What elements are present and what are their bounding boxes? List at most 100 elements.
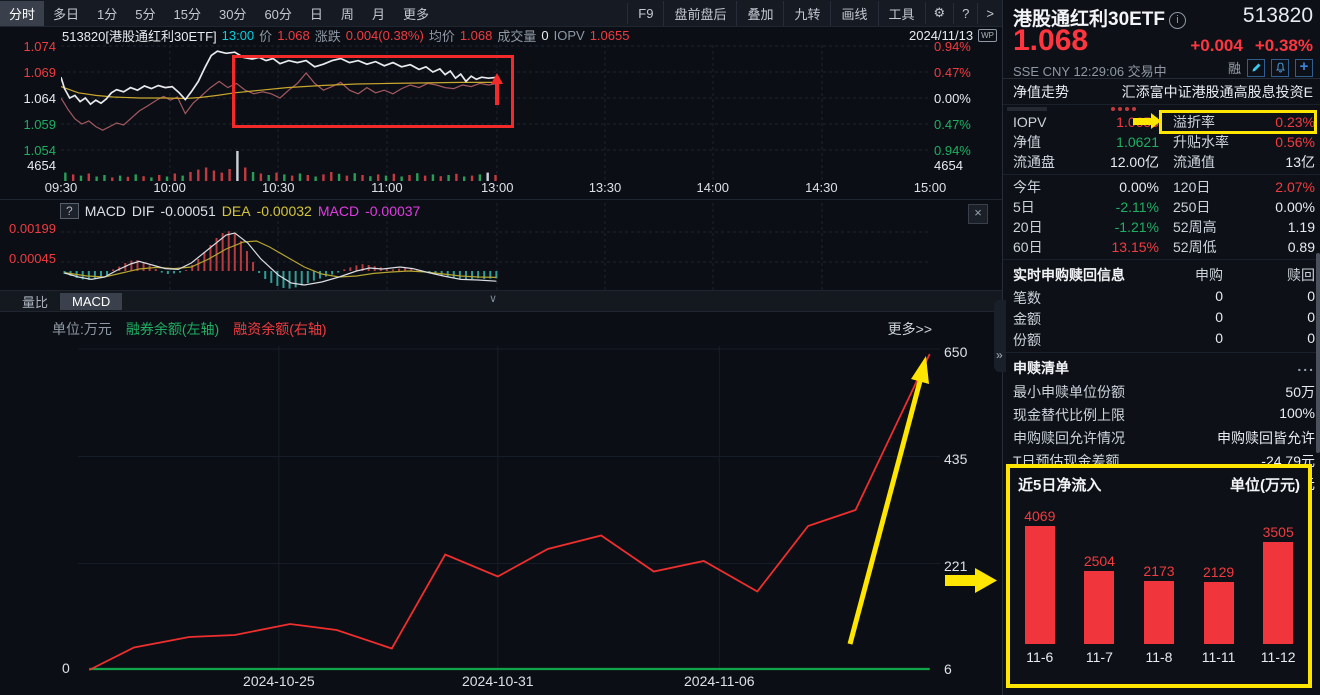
net-inflow-header: 近5日净流入 单位(万元) <box>1010 468 1308 495</box>
expand-panel-icon[interactable]: » <box>996 348 1003 362</box>
macd-plot[interactable] <box>61 203 930 291</box>
bar <box>1143 580 1174 644</box>
axis-price-3: 1.064 <box>23 91 56 106</box>
draw-line-button[interactable]: 画线 <box>830 0 877 26</box>
fund-full-name: 汇添富中证港股通高股息投资E <box>1121 84 1313 100</box>
col-redeem: 赎回 <box>1287 267 1315 283</box>
row-value: 100% <box>1279 405 1315 421</box>
stat-value: -1.21% <box>1114 219 1159 235</box>
margin-plot[interactable] <box>78 346 940 675</box>
axis-price-2: 1.069 <box>23 65 56 80</box>
macd-axis-1: 0.00199 <box>9 221 56 236</box>
axis-price-4: 1.059 <box>23 117 56 132</box>
margin-axis-435: 435 <box>944 451 968 467</box>
tab-60min[interactable]: 60分 <box>264 6 292 22</box>
tab-month[interactable]: 月 <box>371 6 385 22</box>
stock-name: 港股通红利30ETF i <box>1013 4 1187 31</box>
tab-macd[interactable]: MACD <box>60 293 123 310</box>
bar <box>1263 542 1294 644</box>
axis-pct-1: 0.94% <box>934 39 971 54</box>
margin-eligible-icon[interactable]: 融 <box>1227 61 1241 76</box>
bar-value: 2129 <box>1203 564 1235 581</box>
alert-bell-icon[interactable] <box>1271 58 1289 77</box>
quote-time: 13:00 <box>221 28 255 43</box>
edit-icon[interactable] <box>1247 58 1265 77</box>
stat-value: 13亿 <box>1285 154 1315 170</box>
stat-row-60d: 60日 13.15% 52周低 0.89 <box>1003 237 1320 257</box>
quick-icons: 融 + <box>1228 58 1313 77</box>
intraday-chart[interactable]: 1.074 1.069 1.064 1.059 1.054 4654 0.94%… <box>0 39 1002 199</box>
change-abs: +0.004 <box>1190 36 1243 55</box>
net-inflow-bars: 4069 11-6 2504 11-7 2173 11-8 2129 11-11 3505 11-… <box>1010 497 1308 665</box>
chart-title: 近5日净流入 <box>1018 477 1102 494</box>
add-to-watchlist-icon[interactable]: + <box>1295 58 1313 77</box>
f9-button[interactable]: F9 <box>627 2 663 24</box>
tab-week[interactable]: 周 <box>340 6 354 22</box>
tab-liangbi[interactable]: 量比 <box>22 295 49 310</box>
info-icon[interactable]: i <box>1169 12 1187 29</box>
stat-row-20d: 20日 -1.21% 52周高 1.19 <box>1003 217 1320 237</box>
panel-scrollbar[interactable] <box>1316 253 1320 453</box>
dif-value: -0.00051 <box>160 203 216 219</box>
ellipsis-more-icon[interactable]: ... <box>1297 358 1315 374</box>
tab-15min[interactable]: 15分 <box>173 6 201 22</box>
row-value: 0 <box>1215 309 1223 325</box>
row-label: 申购赎回允许情况 <box>1013 430 1125 446</box>
bar-column: 2173 11-8 <box>1131 563 1187 665</box>
tab-day[interactable]: 日 <box>309 6 323 22</box>
bar-column: 3505 11-12 <box>1250 524 1306 665</box>
tools-button[interactable]: 工具 <box>877 0 925 26</box>
nine-turn-button[interactable]: 九转 <box>783 0 830 26</box>
bar-value: 4069 <box>1024 508 1056 524</box>
unit-label: 单位:万元 <box>52 321 112 337</box>
iopv-label: IOPV <box>553 28 585 43</box>
macd-axis-2: 0.00045 <box>9 251 56 266</box>
stat-label: 52周低 <box>1173 239 1217 255</box>
wp-monitor-icon[interactable]: WP <box>978 29 997 42</box>
overlay-button[interactable]: 叠加 <box>736 0 783 26</box>
table-row: 金额 0 0 <box>1003 308 1320 329</box>
margin-axis-6: 6 <box>944 661 952 677</box>
macd-pane[interactable]: ? MACD DIF -0.00051 DEA -0.00032 MACD -0… <box>0 199 1002 291</box>
nav-value-trend-row[interactable]: 净值走势 汇添富中证港股通高股息投资E <box>1003 79 1320 105</box>
chevron-down-icon[interactable]: ∨ <box>489 293 498 305</box>
gear-icon[interactable]: ⚙ <box>924 2 954 24</box>
bar-value: 3505 <box>1262 524 1294 541</box>
tab-1min[interactable]: 1分 <box>97 6 118 22</box>
tab-more[interactable]: 更多 <box>402 6 429 22</box>
stat-label: 120日 <box>1173 179 1211 195</box>
stat-value: 1.0621 <box>1116 134 1159 150</box>
stat-label: 今年 <box>1013 179 1041 195</box>
quote-date: 2024/11/13 <box>909 28 974 43</box>
stat-label: 溢折率 <box>1173 114 1215 130</box>
stock-name-text: 港股通红利30ETF <box>1013 9 1166 30</box>
tab-5min[interactable]: 5分 <box>135 6 156 22</box>
stat-value: -2.11% <box>1115 199 1159 215</box>
help-icon[interactable]: ? <box>953 2 977 24</box>
tab-fenshi[interactable]: 分时 <box>0 0 45 26</box>
x-tick: 2024-11-06 <box>684 673 755 689</box>
bar <box>1024 526 1055 644</box>
macd-label: MACD <box>317 203 360 219</box>
macd-value: -0.00037 <box>365 203 421 219</box>
stat-value: 0.89 <box>1287 239 1315 255</box>
panel-drawer-handle[interactable] <box>994 300 1006 372</box>
dea-label: DEA <box>221 203 251 219</box>
margin-balance-chart[interactable]: 单位:万元 融券余额(左轴) 融资余额(右轴) 更多>> 650 435 221… <box>0 311 1002 695</box>
macd-help-icon[interactable]: ? <box>60 203 79 219</box>
pre-post-market-button[interactable]: 盘前盘后 <box>663 0 736 26</box>
bar-date: 11-7 <box>1085 649 1113 665</box>
x-tick: 10:00 <box>153 180 186 195</box>
axis-pct-5: 0.94% <box>934 143 971 158</box>
tab-30min[interactable]: 30分 <box>218 6 247 22</box>
stat-label: 52周高 <box>1173 219 1217 235</box>
collapse-panel-icon[interactable]: > <box>977 2 1002 24</box>
stat-label: 净值 <box>1013 134 1041 150</box>
more-link[interactable]: 更多>> <box>887 321 932 337</box>
margin-x-axis: 2024-10-25 2024-10-31 2024-11-06 <box>0 673 1002 693</box>
close-icon[interactable]: × <box>968 204 988 224</box>
tab-duori[interactable]: 多日 <box>53 6 80 22</box>
section-title: 申赎清单 <box>1013 360 1069 376</box>
instrument-code-name: 513820[港股通红利30ETF] <box>62 29 217 44</box>
x-tick: 13:30 <box>588 180 622 195</box>
